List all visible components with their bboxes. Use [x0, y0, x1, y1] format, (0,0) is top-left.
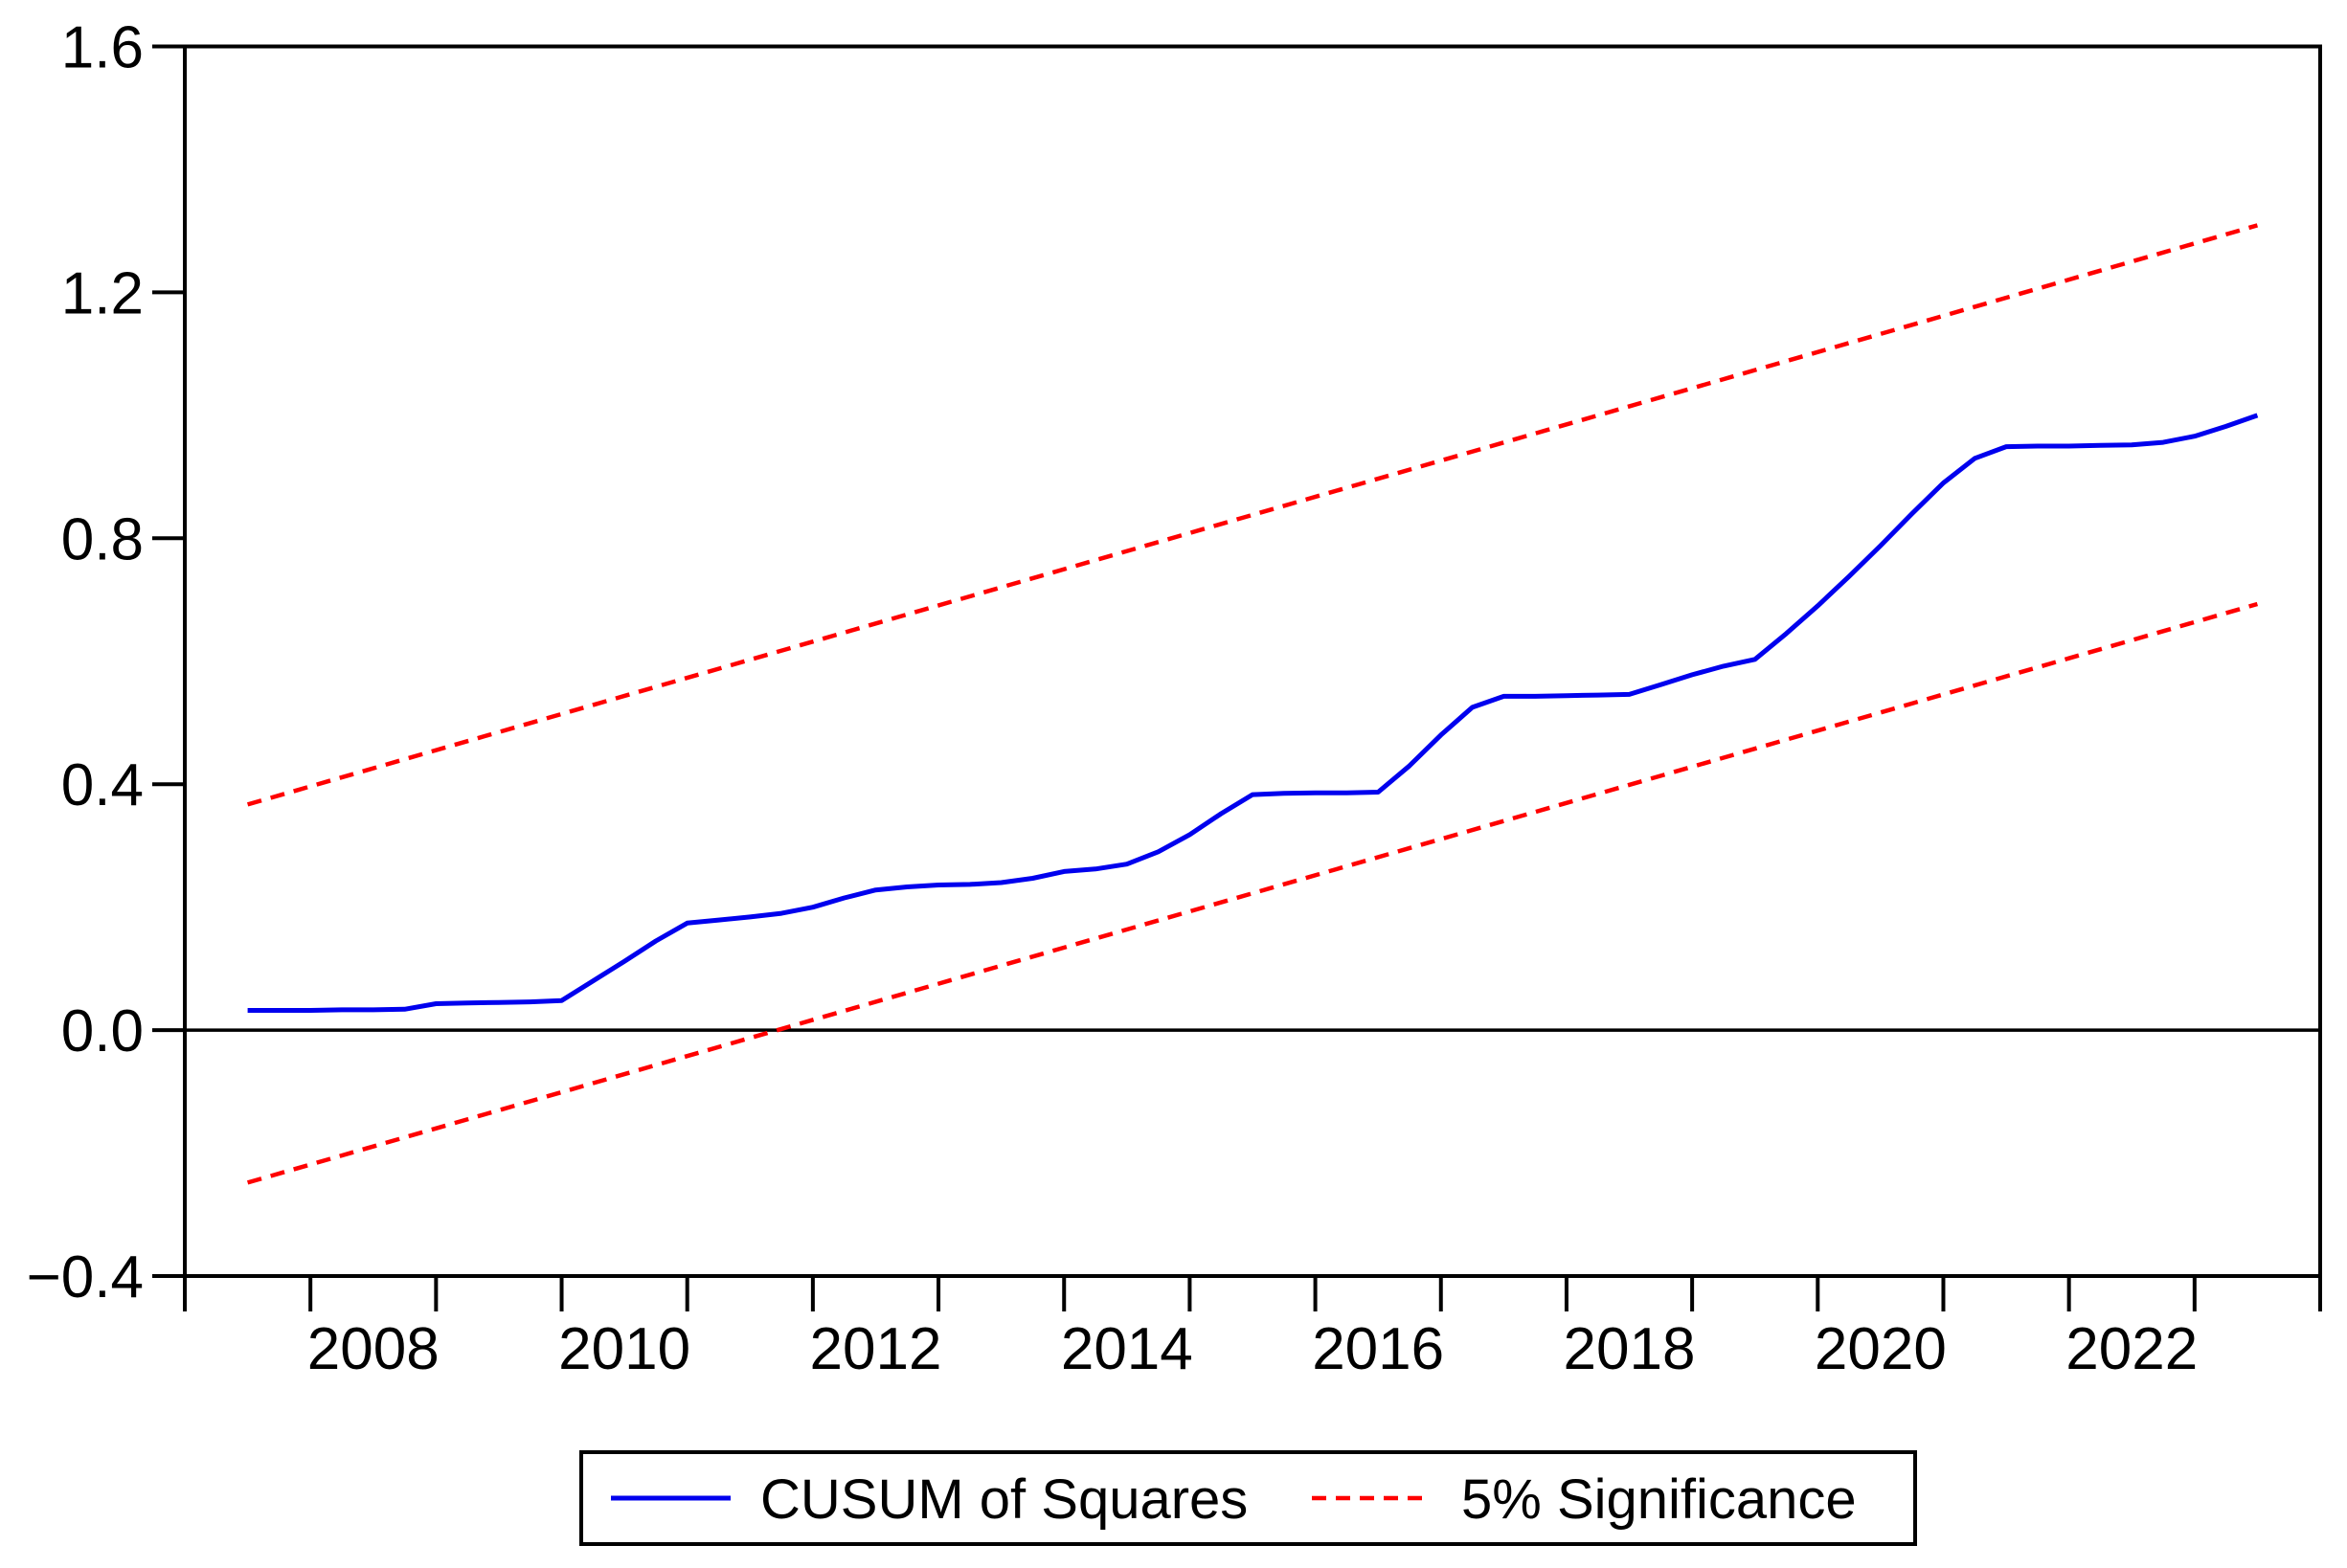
y-axis-tick-label: 0.4	[61, 752, 144, 818]
legend-layer: CUSUM of Squares 5% Significance	[579, 1450, 1917, 1546]
x-axis-tick-label: 2020	[1815, 1316, 1947, 1382]
y-axis-tick-label: 1.2	[61, 260, 144, 326]
y-axis-tick-label: −0.4	[27, 1244, 144, 1310]
legend-entry-label: CUSUM of Squares	[760, 1468, 1248, 1531]
x-axis-tick-label: 2012	[810, 1316, 942, 1382]
x-axis-tick-label: 2010	[558, 1316, 690, 1382]
x-axis-tick-label: 2016	[1312, 1316, 1444, 1382]
x-axis-tick-label: 2008	[307, 1316, 440, 1382]
legend-entry-label: 5% Significance	[1461, 1468, 1857, 1531]
axes-layer: 1.6 1.2 0.8 0.4 0.0 −0.4 2008 2010 2012 2014 2016 2…	[27, 15, 2322, 1382]
legend-box	[579, 1450, 1917, 1546]
x-axis-tick-label: 2014	[1061, 1316, 1193, 1382]
significance-upper-line	[246, 223, 2259, 807]
plot-frame	[183, 44, 2322, 1278]
x-axis-tick-label: 2018	[1564, 1316, 1696, 1382]
y-axis-tick-label: 1.6	[61, 15, 144, 81]
series-layer	[246, 223, 2259, 1185]
y-axis-tick-label: 0.8	[61, 506, 144, 572]
cusum-of-squares-line	[247, 413, 2259, 1013]
y-axis-tick-label: 0.0	[61, 998, 144, 1064]
significance-lower-line	[246, 601, 2259, 1185]
x-axis-tick-label: 2022	[2065, 1316, 2198, 1382]
